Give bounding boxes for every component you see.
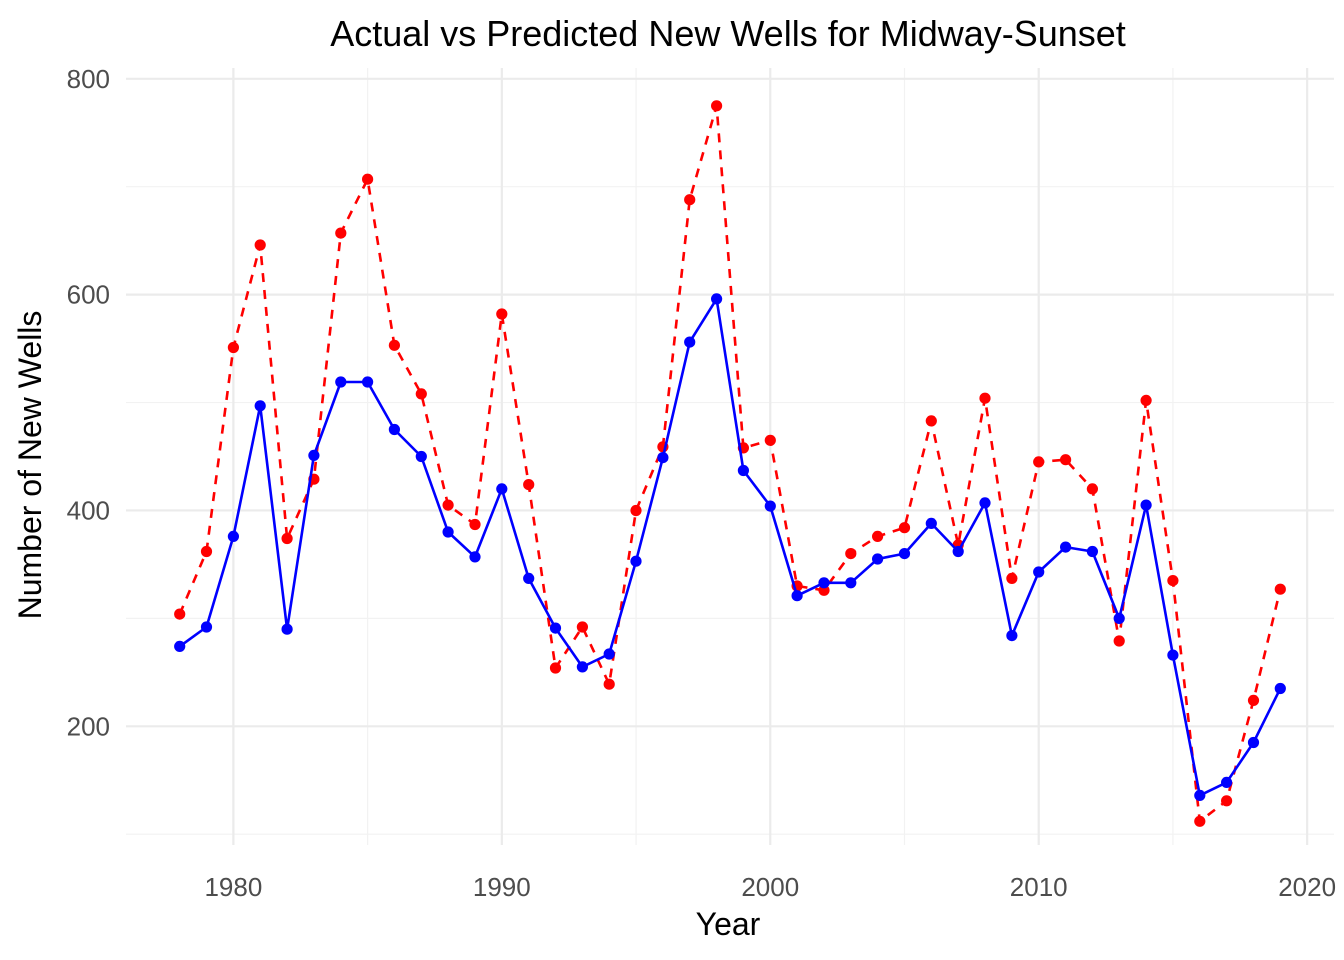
data-point xyxy=(227,341,239,354)
data-point xyxy=(200,545,213,558)
data-point xyxy=(1140,394,1152,406)
data-point xyxy=(1221,795,1233,807)
y-tick-label: 200 xyxy=(67,711,110,741)
data-point xyxy=(630,555,642,567)
data-point xyxy=(711,293,723,305)
series-line xyxy=(178,297,1282,797)
y-tick-label: 800 xyxy=(67,64,110,94)
data-point xyxy=(442,499,454,511)
data-point xyxy=(227,530,239,543)
data-point xyxy=(979,392,991,404)
data-point xyxy=(1006,630,1018,642)
data-point xyxy=(979,497,991,509)
data-point xyxy=(174,640,186,653)
x-tick-label: 1990 xyxy=(473,872,531,902)
data-point xyxy=(1274,583,1286,595)
data-point xyxy=(845,577,857,589)
x-axis-title: Year xyxy=(696,906,761,942)
x-tick-label: 2020 xyxy=(1278,872,1336,902)
data-point xyxy=(1086,545,1098,558)
data-point xyxy=(549,622,562,634)
data-point xyxy=(1086,483,1098,495)
data-point xyxy=(335,376,347,388)
data-point xyxy=(442,526,454,538)
data-point xyxy=(308,449,320,461)
data-point xyxy=(925,517,937,530)
data-point xyxy=(388,423,400,436)
data-point xyxy=(898,548,911,560)
data-point xyxy=(1221,776,1233,789)
data-point xyxy=(898,522,911,534)
data-point xyxy=(281,532,293,545)
data-point xyxy=(737,464,750,477)
data-point xyxy=(174,608,186,620)
data-point xyxy=(281,623,293,635)
data-point xyxy=(496,483,508,495)
data-point xyxy=(362,173,374,185)
data-point xyxy=(791,590,803,602)
y-axis-title: Number of New Wells xyxy=(12,311,48,620)
data-point xyxy=(1274,682,1286,695)
data-point xyxy=(684,194,696,206)
x-tick-label: 2010 xyxy=(1010,872,1068,902)
data-point xyxy=(549,662,562,674)
data-point xyxy=(523,572,535,585)
data-point xyxy=(1194,815,1206,827)
data-point xyxy=(952,545,964,558)
x-tick-label: 1980 xyxy=(204,872,262,902)
data-point xyxy=(200,621,213,633)
data-point xyxy=(1060,541,1072,553)
data-point xyxy=(576,621,589,633)
y-tick-label: 600 xyxy=(67,280,110,310)
tick-labels: 1980 1990 2000 2010 2020 200 400 600 800 xyxy=(67,64,1336,902)
data-point xyxy=(657,452,669,464)
data-point xyxy=(415,450,427,463)
data-point xyxy=(1060,454,1072,466)
chart-title: Actual vs Predicted New Wells for Midway… xyxy=(330,13,1126,54)
data-point xyxy=(388,339,400,351)
data-point xyxy=(764,434,776,446)
data-point xyxy=(872,530,884,543)
y-tick-label: 400 xyxy=(67,495,110,525)
data-point xyxy=(254,400,266,412)
series-line xyxy=(178,104,1282,823)
data-point xyxy=(1167,575,1179,587)
data-point xyxy=(1194,789,1206,802)
data-point xyxy=(630,504,642,517)
data-point xyxy=(1033,456,1045,468)
data-point xyxy=(1006,572,1018,585)
data-point xyxy=(603,678,615,690)
data-point xyxy=(496,308,508,320)
data-point xyxy=(845,548,857,560)
data-point xyxy=(415,388,427,400)
data-point xyxy=(576,661,589,673)
data-point xyxy=(1167,649,1179,661)
data-point xyxy=(469,518,481,531)
data-point xyxy=(254,239,266,251)
data-point xyxy=(1247,694,1260,707)
data-point xyxy=(711,100,723,112)
grid xyxy=(126,68,1334,845)
data-point xyxy=(1247,736,1260,749)
data-point xyxy=(362,376,374,388)
series-layer xyxy=(174,100,1286,827)
data-point xyxy=(764,500,776,512)
data-point xyxy=(1140,499,1152,511)
data-point xyxy=(469,551,481,563)
data-point xyxy=(523,479,535,491)
data-point xyxy=(818,577,830,589)
data-point xyxy=(872,553,884,565)
data-point xyxy=(1113,612,1125,625)
data-point xyxy=(1033,566,1045,578)
data-point xyxy=(1113,635,1125,647)
data-point xyxy=(925,415,937,427)
data-point xyxy=(335,227,347,239)
data-point xyxy=(603,648,615,660)
data-point xyxy=(684,336,696,348)
x-tick-label: 2000 xyxy=(741,872,799,902)
